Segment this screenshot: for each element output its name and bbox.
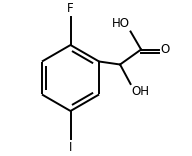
Text: I: I — [69, 141, 72, 154]
Text: O: O — [161, 43, 170, 56]
Text: OH: OH — [131, 85, 149, 98]
Text: HO: HO — [112, 17, 130, 30]
Text: F: F — [67, 2, 74, 15]
